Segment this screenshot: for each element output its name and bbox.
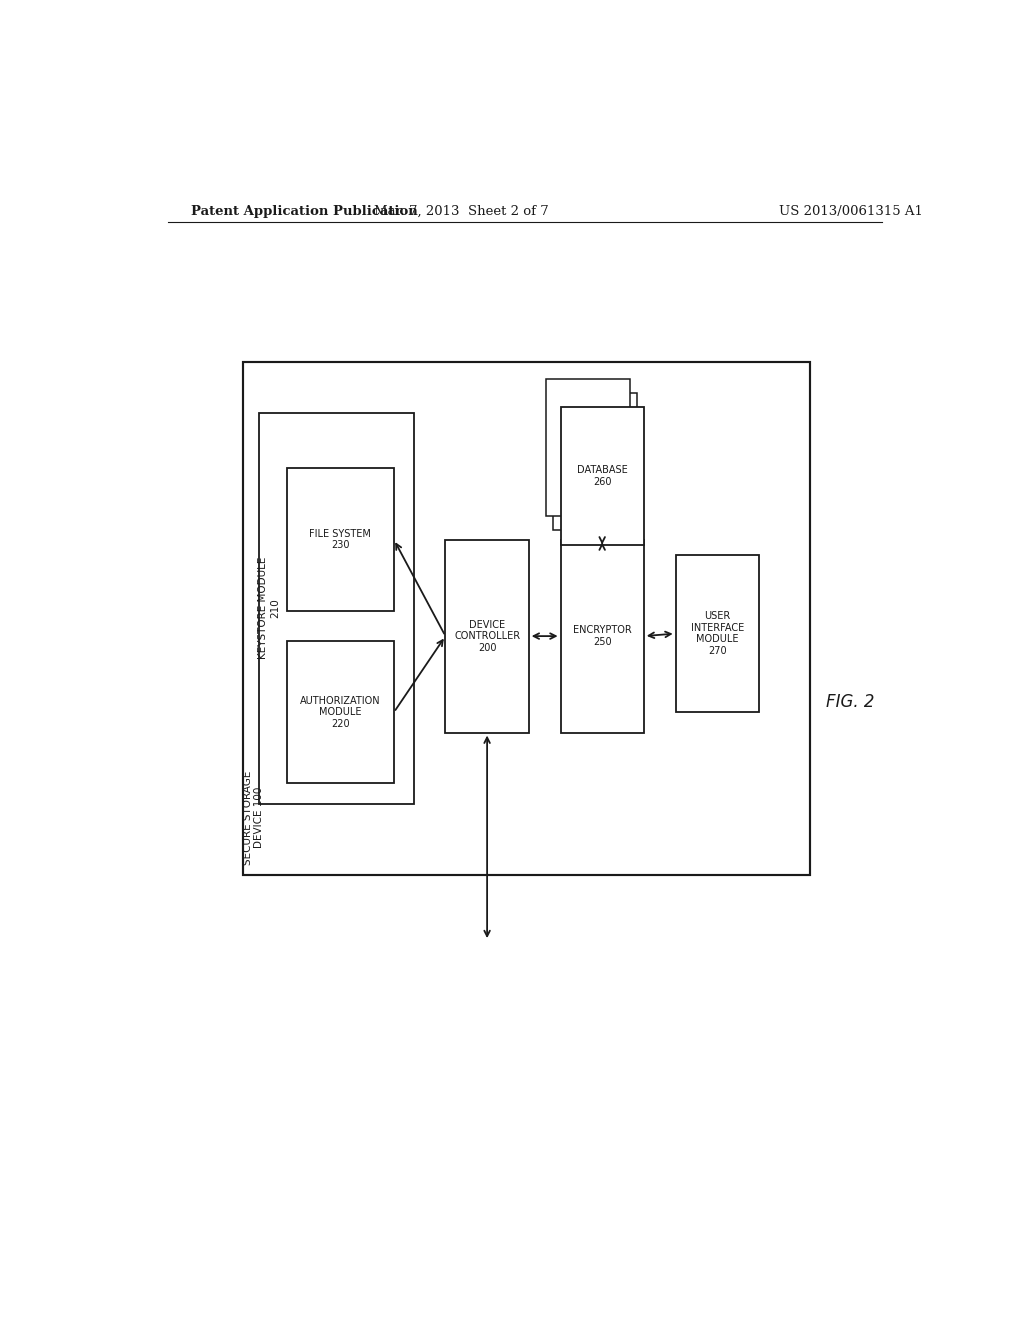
Bar	[546, 379, 630, 516]
Bar	[287, 642, 394, 784]
Text: US 2013/0061315 A1: US 2013/0061315 A1	[778, 205, 923, 218]
Text: ENCRYPTOR
250: ENCRYPTOR 250	[572, 626, 632, 647]
Text: DATABASE
260: DATABASE 260	[577, 465, 628, 487]
Text: FILE SYSTEM
230: FILE SYSTEM 230	[309, 529, 372, 550]
Bar	[676, 554, 759, 713]
Bar	[445, 540, 528, 733]
Bar	[560, 408, 644, 545]
Text: FIG. 2: FIG. 2	[826, 693, 874, 711]
Bar	[553, 393, 637, 531]
Bar	[287, 469, 394, 611]
Text: SECURE STORAGE
DEVICE 100: SECURE STORAGE DEVICE 100	[243, 771, 264, 865]
Text: AUTHORIZATION
MODULE
220: AUTHORIZATION MODULE 220	[300, 696, 381, 729]
Bar	[259, 413, 414, 804]
Text: DEVICE
CONTROLLER
200: DEVICE CONTROLLER 200	[454, 619, 520, 652]
Bar	[243, 362, 811, 875]
Text: KEYSTORE MODULE
210: KEYSTORE MODULE 210	[258, 557, 280, 660]
Bar	[560, 540, 644, 733]
Text: Patent Application Publication: Patent Application Publication	[191, 205, 418, 218]
Text: Mar. 7, 2013  Sheet 2 of 7: Mar. 7, 2013 Sheet 2 of 7	[374, 205, 549, 218]
Text: USER
INTERFACE
MODULE
270: USER INTERFACE MODULE 270	[690, 611, 743, 656]
